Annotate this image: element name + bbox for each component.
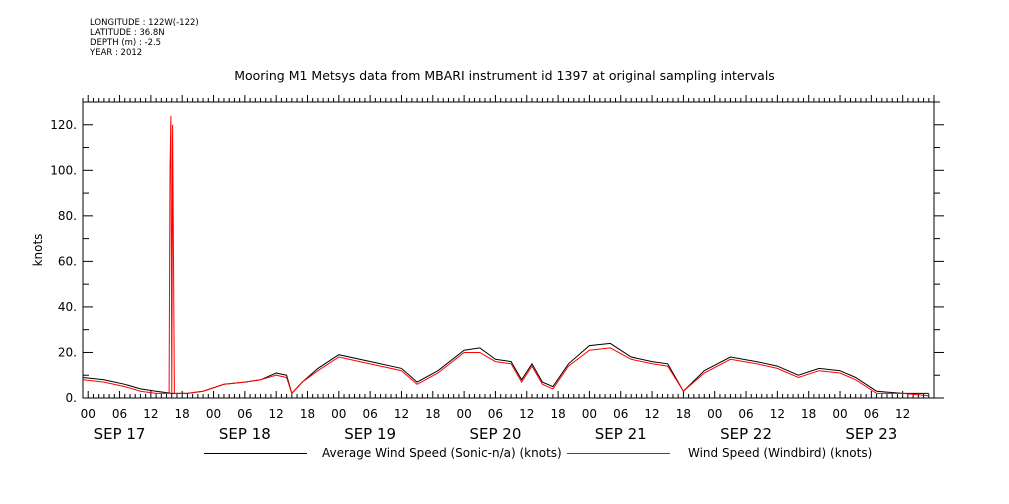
x-tick-label: 12 xyxy=(394,407,409,421)
series-line-windbird xyxy=(82,115,929,397)
depth-label: DEPTH (m) : -2.5 xyxy=(90,38,162,48)
x-tick-label: 12 xyxy=(143,407,158,421)
legend-label-average: Average Wind Speed (Sonic-n/a) (knots) xyxy=(322,446,562,460)
x-day-label: SEP 17 xyxy=(94,425,146,443)
x-tick-label: 06 xyxy=(363,407,378,421)
station-metadata: LONGITUDE : 122W(-122) LATITUDE : 36.8N … xyxy=(90,18,199,58)
x-tick-label: 00 xyxy=(707,407,722,421)
x-tick-label: 06 xyxy=(237,407,252,421)
x-day-label: SEP 18 xyxy=(219,425,271,443)
wind-speed-chart: 00 06 12 18 00 06 12 18 00 06 12 18 00 06 12 18 00 06 12 18… xyxy=(31,95,944,443)
x-tick-label: 06 xyxy=(864,407,879,421)
legend-label-windbird: Wind Speed (Windbird) (knots) xyxy=(688,446,873,460)
x-tick-label: 18 xyxy=(676,407,691,421)
x-tick-label: 12 xyxy=(770,407,785,421)
chart-title: Mooring M1 Metsys data from MBARI instru… xyxy=(234,68,775,83)
x-tick-label: 18 xyxy=(300,407,315,421)
x-tick-label: 18 xyxy=(175,407,190,421)
y-tick-label: 40. xyxy=(58,300,77,314)
y-axis-label: knots xyxy=(31,234,45,267)
x-tick-label: 00 xyxy=(206,407,221,421)
x-day-label: SEP 23 xyxy=(845,425,897,443)
x-tick-label: 12 xyxy=(269,407,284,421)
x-tick-label: 06 xyxy=(738,407,753,421)
y-tick-label: 0. xyxy=(66,391,77,405)
series-line-average xyxy=(82,342,929,395)
legend-line-average xyxy=(204,453,307,454)
x-tick-label: 00 xyxy=(81,407,96,421)
x-tick-label: 00 xyxy=(456,407,471,421)
x-day-label: SEP 19 xyxy=(344,425,396,443)
y-tick-label: 80. xyxy=(58,209,77,223)
y-tick-label: 100. xyxy=(50,163,77,177)
x-tick-label: 12 xyxy=(644,407,659,421)
y-tick-label: 60. xyxy=(58,254,77,268)
x-tick-label: 00 xyxy=(832,407,847,421)
x-tick-label: 06 xyxy=(488,407,503,421)
x-tick-label: 18 xyxy=(425,407,440,421)
latitude-label: LATITUDE : 36.8N xyxy=(90,28,165,38)
legend: Average Wind Speed (Sonic-n/a) (knots) W… xyxy=(0,444,1009,464)
legend-line-windbird xyxy=(567,453,670,454)
longitude-label: LONGITUDE : 122W(-122) xyxy=(90,18,199,28)
x-tick-label: 12 xyxy=(519,407,534,421)
year-label: YEAR : 2012 xyxy=(90,48,143,58)
x-tick-label: 00 xyxy=(582,407,597,421)
x-tick-label: 06 xyxy=(613,407,628,421)
y-tick-label: 120. xyxy=(50,118,77,132)
x-tick-label: 18 xyxy=(801,407,816,421)
series-layer xyxy=(82,115,929,397)
x-day-label: SEP 21 xyxy=(595,425,647,443)
plot-axes xyxy=(82,101,935,399)
x-tick-label: 00 xyxy=(331,407,346,421)
x-day-label: SEP 20 xyxy=(469,425,521,443)
x-day-label: SEP 22 xyxy=(720,425,772,443)
x-tick-label: 06 xyxy=(112,407,127,421)
x-tick-label: 12 xyxy=(895,407,910,421)
x-tick-label: 18 xyxy=(550,407,565,421)
axis-ticks: 00 06 12 18 00 06 12 18 00 06 12 18 00 06 12 18 00 06 12 18… xyxy=(50,95,944,443)
y-tick-label: 20. xyxy=(58,345,77,359)
plot-frame xyxy=(82,101,935,399)
